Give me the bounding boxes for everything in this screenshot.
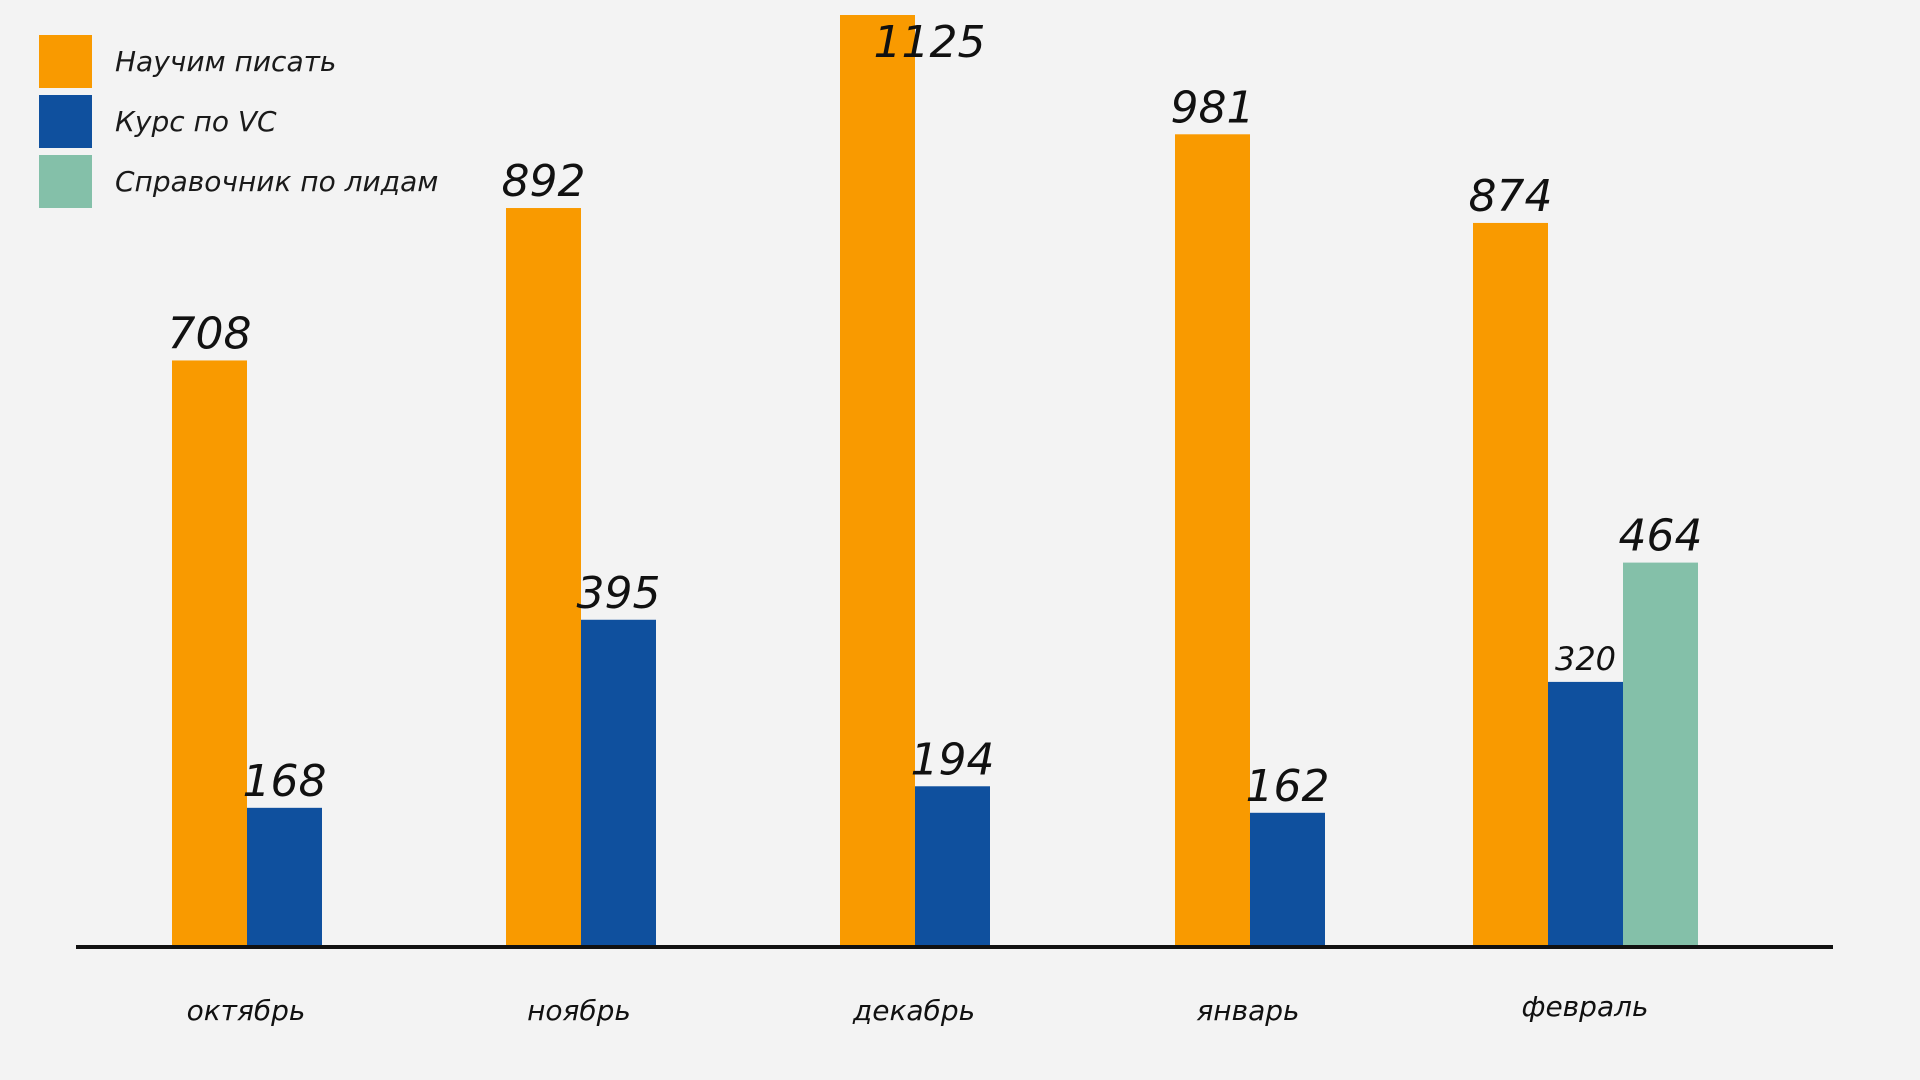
legend-swatch-spravochnik-po-lidam	[39, 154, 92, 208]
bar-series1-январь	[1175, 134, 1250, 947]
x-tick-label-октябрь: октябрь	[187, 994, 306, 1027]
x-tick-label-январь: январь	[1196, 994, 1299, 1027]
legend-label-spravochnik-po-lidam: Справочник по лидам	[115, 164, 439, 198]
bar-series2-октябрь	[247, 807, 322, 947]
value-label-series2-октябрь: 168	[243, 756, 327, 807]
x-tick-label-декабрь: декабрь	[852, 994, 975, 1027]
value-label-series1-декабрь: 1125	[874, 17, 986, 68]
value-label-series1-январь: 981	[1171, 82, 1255, 133]
value-label-series2-ноябрь: 395	[577, 568, 661, 619]
value-label-series2-февраль: 320	[1555, 640, 1616, 678]
value-label-series2-январь: 162	[1246, 761, 1330, 812]
legend-item-kurs-po-vc: Курс по VC	[39, 91, 438, 151]
legend-swatch-kurs-po-vc	[39, 94, 92, 148]
legend-item-nauchim-pisat: Научим писать	[39, 31, 438, 91]
x-tick-label-февраль: февраль	[1522, 990, 1649, 1023]
legend-swatch-nauchim-pisat	[39, 34, 92, 88]
value-label-series3-февраль: 464	[1619, 511, 1703, 562]
legend-item-spravochnik-po-lidam: Справочник по лидам	[39, 151, 438, 211]
bar-series1-октябрь	[172, 360, 247, 948]
bar-series2-декабрь	[915, 786, 990, 947]
bar-series1-ноябрь	[506, 208, 581, 947]
bar-series1-февраль	[1473, 222, 1548, 947]
value-label-series1-октябрь: 708	[168, 308, 252, 359]
legend-label-nauchim-pisat: Научим писать	[115, 44, 337, 78]
bar-series2-февраль	[1548, 681, 1623, 947]
bar-series1-декабрь	[840, 15, 915, 947]
bar-series2-ноябрь	[581, 619, 656, 947]
value-label-series1-ноябрь: 892	[502, 156, 586, 207]
value-label-series2-декабрь: 194	[911, 734, 995, 785]
legend: Научим писать Курс по VC Справочник по л…	[39, 31, 438, 211]
legend-label-kurs-po-vc: Курс по VC	[115, 104, 277, 138]
bar-series2-январь	[1250, 812, 1325, 947]
bar-series3-февраль	[1623, 562, 1698, 947]
value-label-series1-февраль: 874	[1469, 171, 1553, 222]
x-tick-label-ноябрь: ноябрь	[527, 994, 631, 1027]
